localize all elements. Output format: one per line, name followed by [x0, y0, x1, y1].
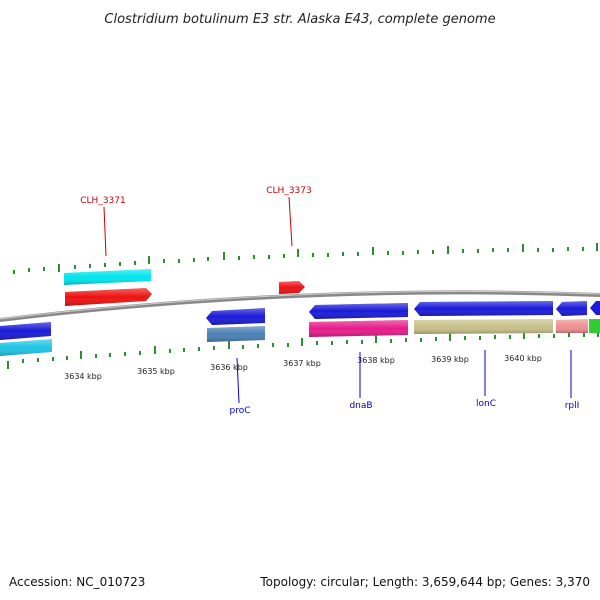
gene-feature[interactable]	[64, 269, 151, 285]
gene-feature[interactable]	[309, 320, 408, 337]
scale-label: 3638 kbp	[357, 356, 395, 365]
scale-label: 3635 kbp	[137, 367, 175, 376]
label-leaders	[103, 196, 572, 404]
gene-label-proc[interactable]: proC	[229, 406, 250, 416]
gene-feature-rpli[interactable]	[556, 301, 587, 316]
gene-label-lonc[interactable]: lonC	[476, 399, 496, 409]
gene-label-clh-3373[interactable]: CLH_3373	[266, 186, 311, 196]
gene-feature-proc[interactable]	[206, 308, 265, 325]
gene-feature[interactable]	[590, 301, 600, 315]
gene-feature-lonc[interactable]	[414, 301, 553, 316]
gene-feature[interactable]	[0, 339, 52, 356]
gene-feature[interactable]	[414, 319, 553, 334]
genome-backbone	[0, 290, 600, 322]
genome-backbone-highlight	[0, 290, 600, 320]
gene-feature[interactable]	[556, 319, 588, 333]
gene-label-dnab[interactable]: dnaB	[349, 401, 372, 411]
gene-label-clh-3371[interactable]: CLH_3371	[80, 196, 125, 206]
scale-label: 3639 kbp	[431, 355, 469, 364]
scale-label: 3640 kbp	[504, 354, 542, 363]
gene-feature[interactable]	[0, 322, 51, 340]
outer-tick-row	[13, 243, 598, 274]
outer-strand-features	[64, 269, 305, 306]
gene-feature[interactable]	[207, 326, 265, 342]
gene-feature-dnab[interactable]	[309, 303, 408, 319]
inner-tick-row	[7, 329, 599, 369]
scale-label: 3636 kbp	[210, 363, 248, 372]
topology-text: Topology: circular; Length: 3,659,644 bp…	[259, 575, 590, 589]
accession-text: Accession: NC_010723	[9, 575, 145, 589]
map-title: Clostridium botulinum E3 str. Alaska E43…	[104, 12, 495, 27]
gene-feature-clh-3373[interactable]	[279, 281, 305, 294]
inner-strand-features	[0, 301, 600, 356]
scale-label: 3634 kbp	[64, 372, 102, 381]
scale-label: 3637 kbp	[283, 359, 321, 368]
gene-feature-clh-3371[interactable]	[65, 288, 152, 306]
gene-label-rpli[interactable]: rplI	[565, 401, 580, 411]
gene-feature[interactable]	[589, 319, 600, 333]
